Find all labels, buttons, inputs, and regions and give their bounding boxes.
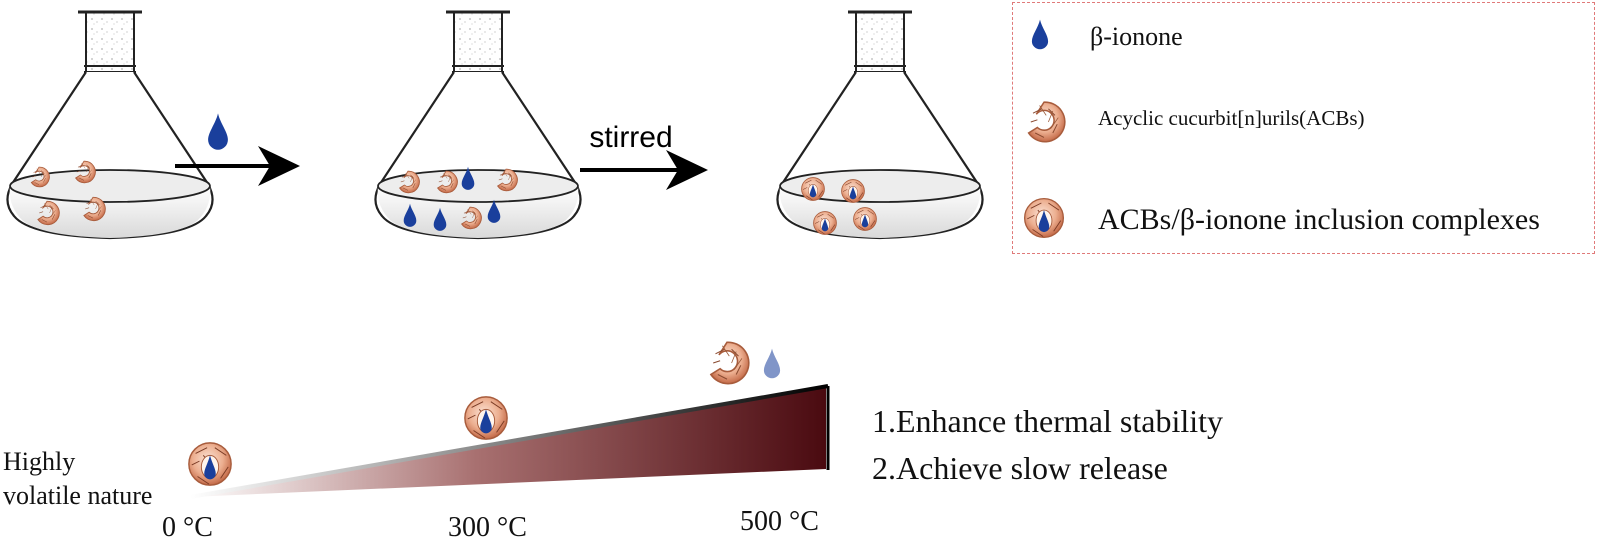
acb-ring-icon xyxy=(710,341,750,385)
flask-3 xyxy=(775,10,985,240)
inclusion-complex-icon xyxy=(853,207,877,231)
inclusion-complex-icon xyxy=(801,177,825,201)
benefit-1: 1.Enhance thermal stability xyxy=(872,403,1223,439)
stirred-arrow xyxy=(580,150,708,190)
flask-2 xyxy=(373,10,583,240)
legend-item-acb: Acyclic cucurbit[n]urils(ACBs) xyxy=(1098,106,1365,130)
add-ionone-arrow xyxy=(175,113,300,186)
tick-label-500: 500 °C xyxy=(740,506,819,537)
tick-label-300: 300 °C xyxy=(448,512,527,543)
tick-label-0: 0 °C xyxy=(162,512,213,543)
flask-1 xyxy=(5,10,215,240)
stirred-label: stirred xyxy=(589,121,672,154)
inclusion-complex-icon xyxy=(464,396,508,440)
droplet-icon xyxy=(208,113,228,150)
inclusion-complex-icon xyxy=(188,442,232,486)
thermal-ramp xyxy=(189,384,830,499)
left-label-line2: volatile nature xyxy=(3,481,153,510)
benefit-2: 2.Achieve slow release xyxy=(872,450,1168,486)
inclusion-complex-icon xyxy=(813,211,837,235)
legend xyxy=(1012,2,1595,254)
legend-item-ionone: β-ionone xyxy=(1090,22,1183,51)
legend-item-complex: ACBs/β-ionone inclusion complexes xyxy=(1098,203,1540,236)
released-droplet-icon xyxy=(763,348,781,379)
left-label-line1: Highly xyxy=(3,447,76,476)
inclusion-complex-icon xyxy=(841,179,865,203)
